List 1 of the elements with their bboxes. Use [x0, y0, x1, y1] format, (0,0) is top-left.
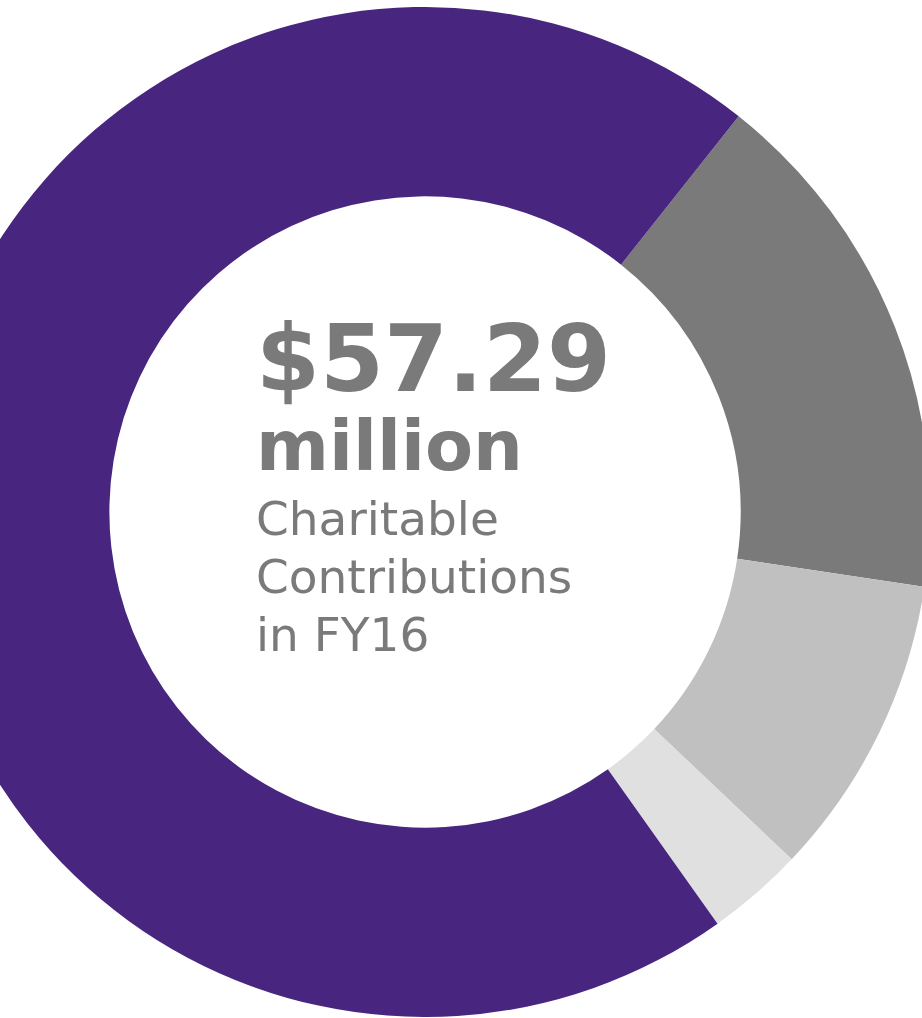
text: Charitable Contributions in FY16: [256, 490, 574, 664]
